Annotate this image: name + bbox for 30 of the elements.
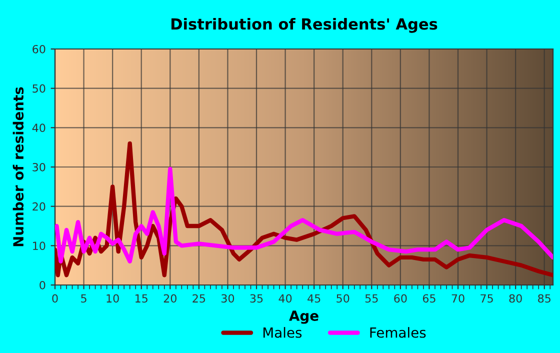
x-tick-label: 80 <box>509 294 522 303</box>
y-tick-label: 50 <box>32 84 46 93</box>
x-tick-label: 5 <box>81 294 86 303</box>
x-tick-label: 0 <box>52 294 58 303</box>
y-tick-label: 30 <box>32 162 46 172</box>
y-tick-label: 10 <box>33 242 46 250</box>
x-tick-label: 35 <box>250 294 263 303</box>
x-tick-label: 60 <box>394 294 407 303</box>
x-tick-label: 10 <box>106 294 119 303</box>
legend-label: Males <box>263 327 302 338</box>
x-axis-title: Age <box>289 310 318 324</box>
y-tick-label: 0 <box>40 280 46 290</box>
x-tick-label: 30 <box>221 294 234 303</box>
x-tick-label: 45 <box>308 294 320 303</box>
x-tick-label: 40 <box>278 294 292 303</box>
x-tick-label: 20 <box>164 294 176 303</box>
y-tick-label: 20 <box>32 202 46 211</box>
x-tick-label: 70 <box>452 294 464 303</box>
x-tick-label: 50 <box>336 294 350 303</box>
y-tick-label: 60 <box>32 44 46 54</box>
x-tick-label: 75 <box>480 294 493 303</box>
x-tick-label: 15 <box>136 294 148 303</box>
y-tick-label: 40 <box>32 124 46 132</box>
x-tick-label: 65 <box>422 294 436 303</box>
legend-label: Females <box>370 327 426 338</box>
chart-title: Distribution of Residents' Ages <box>171 18 438 33</box>
y-axis-title: Number of residents <box>12 87 24 246</box>
x-tick-label: 25 <box>192 294 206 303</box>
x-tick-label: 85 <box>538 294 550 303</box>
x-tick-label: 55 <box>365 294 378 303</box>
